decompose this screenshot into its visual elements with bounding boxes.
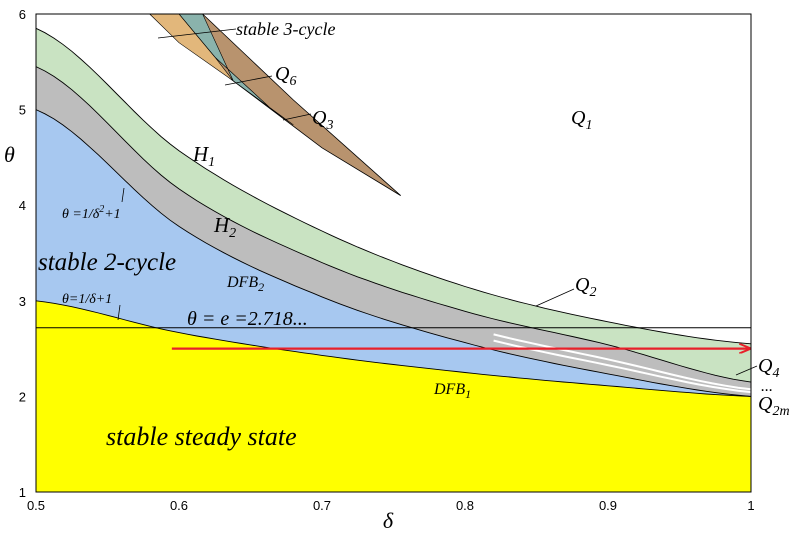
pointer-theta-sq	[121, 187, 125, 203]
label-q2: Q2	[575, 274, 596, 300]
pointer-theta-inv	[117, 304, 121, 321]
x-tick-label: 0.8	[456, 498, 474, 513]
label-stable-2-cycle: stable 2-cycle	[38, 249, 176, 276]
label-theta-inv-delta-sq: θ =1/δ2+1	[62, 204, 121, 222]
label-stable-3-cycle: stable 3-cycle	[236, 19, 335, 39]
q2m-band-1	[493, 333, 752, 391]
region-stable-2-cycle	[36, 109, 751, 397]
x-axis-label: δ	[383, 508, 394, 533]
pointer-q3	[282, 113, 312, 121]
pointer-3cycle	[157, 28, 237, 39]
curve-dfb2	[35, 109, 752, 397]
label-stable-steady-state: stable steady state	[106, 422, 297, 451]
y-tick-label: 3	[19, 294, 26, 309]
curve-h1	[35, 27, 752, 345]
x-tick-label: 1	[747, 498, 754, 513]
label-q1: Q1	[571, 107, 592, 133]
pointer-q6	[224, 75, 273, 86]
y-tick-label: 5	[19, 103, 26, 118]
x-tick-label: 0.6	[170, 498, 188, 513]
label-dfb2: DFB2	[226, 274, 264, 294]
x-tick-label: 0.7	[313, 498, 331, 513]
x-tick-label: 0.5	[27, 498, 45, 513]
y-tick-label: 6	[19, 7, 26, 22]
label-theta-inv-delta: θ=1/δ+1	[62, 292, 112, 307]
plot-frame	[35, 13, 752, 493]
y-tick-label: 2	[19, 389, 26, 404]
label-h1: H1	[192, 142, 215, 170]
label-theta-e: θ = e =2.718...	[187, 308, 308, 330]
label-q2m: Q2m	[758, 393, 790, 419]
y-tick-label: 4	[19, 198, 26, 213]
pointer-q2	[535, 288, 575, 307]
y-tick-label: 1	[19, 485, 26, 500]
q2m-band-0	[493, 339, 752, 394]
label-q2m-dots: ...	[761, 378, 773, 395]
y-axis-label: θ	[4, 142, 15, 167]
pointer-q4	[735, 365, 758, 376]
x-tick-label: 0.9	[599, 498, 617, 513]
label-dfb1: DFB1	[433, 381, 471, 401]
region-q2	[36, 28, 751, 383]
curve-h2	[35, 66, 752, 383]
